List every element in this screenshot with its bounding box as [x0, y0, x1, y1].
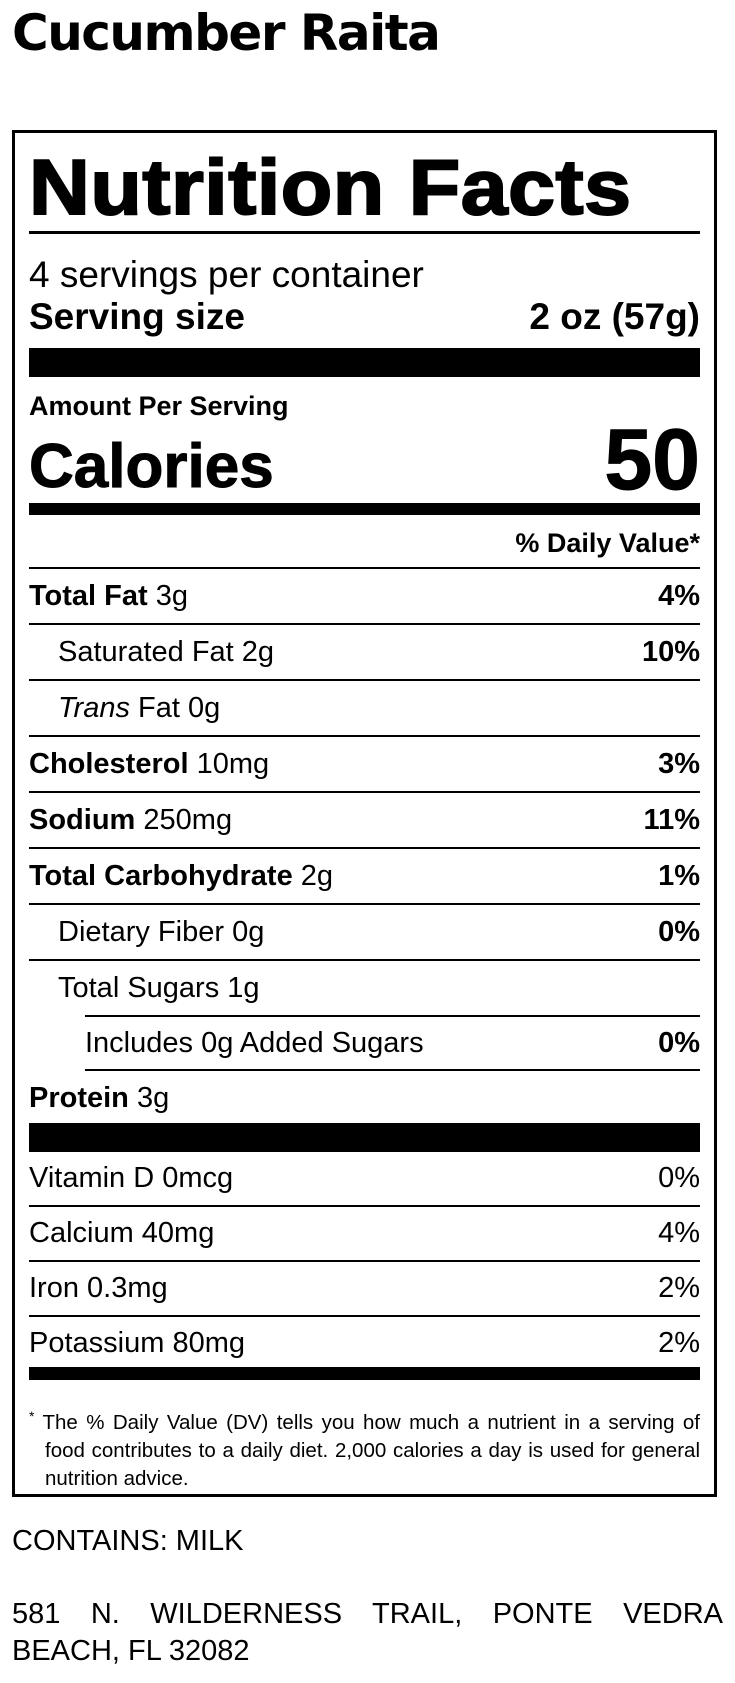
divider-thin	[29, 567, 700, 569]
nutrient-dv: 3%	[658, 747, 700, 780]
recipe-title: Cucumber Raita	[12, 4, 441, 62]
vitamin-dv: 0%	[658, 1162, 700, 1194]
nutrient-amount: 0g	[232, 915, 265, 948]
nutrient-name: Total Fat	[29, 579, 148, 612]
nutrient-name: Saturated Fat	[58, 635, 234, 668]
nutrient-list: Total Fat 3g 4% Saturated Fat 2g 10% Tra…	[29, 569, 700, 1125]
nutrient-name: Total Sugars	[58, 971, 220, 1004]
label-heading: Nutrition Facts	[28, 142, 632, 232]
nutrient-name: Total Carbohydrate	[29, 859, 293, 892]
nutrient-dv: 1%	[658, 859, 700, 892]
nutrient-row-cholesterol: Cholesterol 10mg 3%	[29, 737, 700, 793]
nutrient-dv: 11%	[643, 803, 700, 836]
nutrient-amount: 250mg	[143, 803, 233, 836]
nutrient-name: Sodium	[29, 803, 136, 836]
vitamin-name: Calcium 40mg	[29, 1217, 215, 1249]
nutrient-dv: 0%	[658, 1026, 700, 1059]
nutrient-dv: 0%	[658, 915, 700, 948]
nutrition-facts-label: Nutrition Facts 4 servings per container…	[12, 130, 717, 1497]
nutrient-name-suffix: Fat	[138, 691, 180, 724]
nutrient-row-added-sugars: Includes 0g Added Sugars 0%	[85, 1015, 700, 1071]
nutrient-row-total-sugars: Total Sugars 1g	[29, 961, 700, 1015]
divider-thick	[29, 1123, 700, 1152]
calories-row: Calories 50	[29, 412, 701, 508]
vitamin-row: Potassium 80mg 2%	[29, 1317, 700, 1370]
footnote-mark: *	[29, 1408, 35, 1424]
nutrient-amount: 3g	[155, 579, 189, 612]
nutrient-row-sodium: Sodium 250mg 11%	[29, 793, 700, 849]
nutrient-row-total-fat: Total Fat 3g 4%	[29, 569, 700, 625]
nutrient-row-saturated-fat: Saturated Fat 2g 10%	[29, 625, 700, 681]
calories-label: Calories	[29, 432, 275, 502]
allergen-statement: CONTAINS: MILK	[12, 1525, 244, 1557]
vitamin-dv: 2%	[658, 1272, 700, 1304]
address: 581 N. WILDERNESS TRAIL, PONTE VEDRA BEA…	[12, 1598, 723, 1667]
nutrient-row-dietary-fiber: Dietary Fiber 0g 0%	[29, 905, 700, 961]
nutrient-name: Protein	[29, 1081, 129, 1114]
servings-per-container: 4 servings per container	[29, 254, 424, 295]
calories-value: 50	[604, 412, 701, 508]
nutrient-amount: 1g	[227, 971, 260, 1004]
daily-value-header: % Daily Value*	[515, 528, 700, 558]
nutrient-name: Cholesterol	[29, 747, 189, 780]
nutrient-amount: 2g	[241, 635, 275, 668]
serving-size-label: Serving size	[29, 296, 245, 337]
nutrient-row-total-carbohydrate: Total Carbohydrate 2g 1%	[29, 849, 700, 905]
nutrient-row-trans-fat: Trans Fat 0g	[29, 681, 700, 737]
vitamin-dv: 4%	[658, 1217, 700, 1249]
vitamin-row: Calcium 40mg 4%	[29, 1207, 700, 1262]
serving-size-value: 2 oz (57g)	[529, 296, 700, 337]
divider-medium	[29, 1367, 700, 1380]
nutrient-amount: 10mg	[196, 747, 270, 780]
vitamin-name: Vitamin D 0mcg	[29, 1162, 234, 1194]
footnote-text: The % Daily Value (DV) tells you how muc…	[42, 1410, 701, 1490]
nutrient-name: Trans	[58, 691, 130, 724]
vitamin-list: Vitamin D 0mcg 0% Calcium 40mg 4% Iron 0…	[29, 1152, 700, 1370]
vitamin-row: Vitamin D 0mcg 0%	[29, 1152, 700, 1207]
nutrient-dv: 10%	[641, 635, 700, 668]
vitamin-row: Iron 0.3mg 2%	[29, 1262, 700, 1317]
footnote: * The % Daily Value (DV) tells you how m…	[29, 1402, 700, 1493]
nutrient-row-protein: Protein 3g	[29, 1071, 700, 1125]
nutrient-amount: 3g	[136, 1081, 170, 1114]
vitamin-dv: 2%	[658, 1327, 700, 1359]
divider-thin	[29, 231, 700, 234]
divider-thick	[29, 348, 700, 377]
amount-per-serving: Amount Per Serving	[29, 391, 289, 421]
vitamin-name: Iron 0.3mg	[29, 1272, 168, 1304]
serving-size-row: Serving size 2 oz (57g)	[29, 295, 700, 339]
nutrient-amount: 2g	[300, 859, 334, 892]
nutrient-name: Dietary Fiber	[58, 915, 224, 948]
nutrient-name: Includes 0g Added Sugars	[85, 1026, 424, 1059]
vitamin-name: Potassium 80mg	[29, 1327, 245, 1359]
nutrient-amount: 0g	[188, 691, 221, 724]
divider-medium	[29, 503, 700, 515]
nutrient-dv: 4%	[658, 579, 700, 612]
